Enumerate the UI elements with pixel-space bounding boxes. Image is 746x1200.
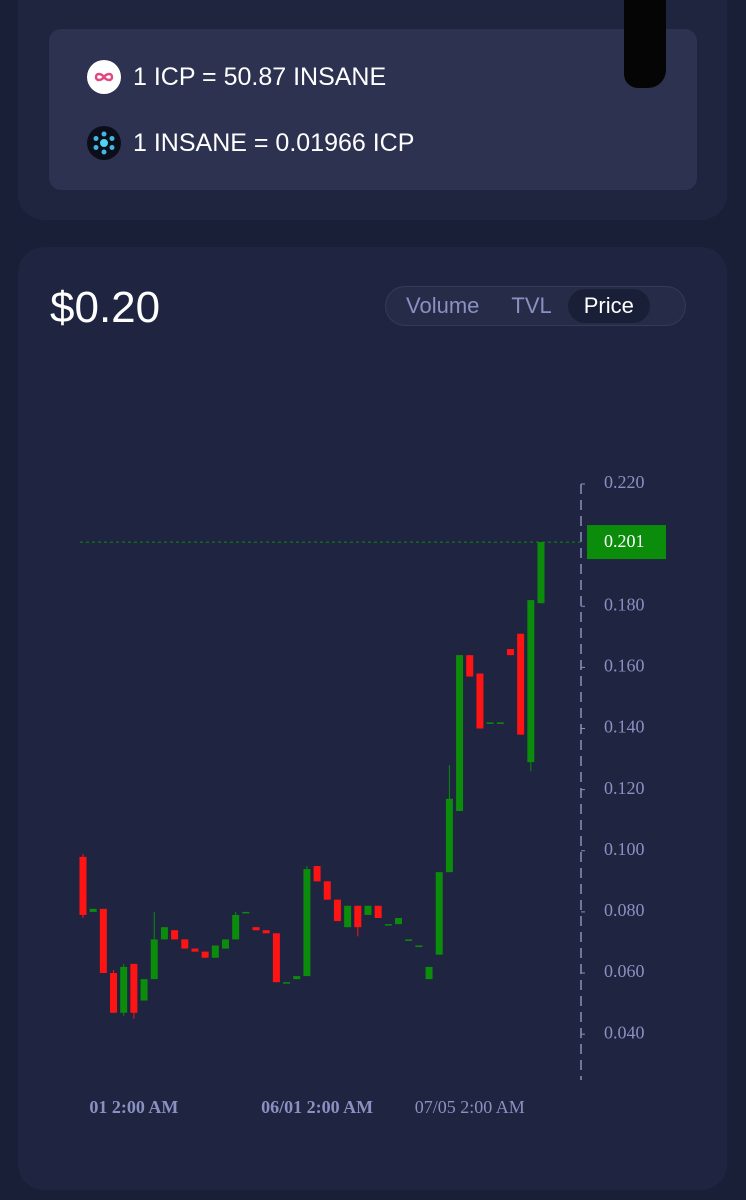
- candle-body: [232, 914, 240, 940]
- candle-body: [221, 939, 229, 949]
- candle-body: [395, 918, 403, 925]
- rate-text: 1 ICP = 50.87 INSANE: [133, 62, 387, 91]
- x-tick-label: 01 2:00 AM: [89, 1097, 178, 1117]
- redaction: [624, 0, 666, 88]
- x-tick-label: 06/01 2:00 AM: [261, 1097, 373, 1117]
- candle-body: [384, 924, 392, 926]
- candle-body: [293, 976, 301, 980]
- candle-body: [252, 927, 260, 931]
- tab[interactable]: Price: [567, 289, 650, 323]
- candle-body: [89, 908, 97, 912]
- candle-body: [201, 951, 209, 958]
- candle-body: [476, 673, 484, 729]
- candle-body: [262, 930, 270, 934]
- rate-text: 1 INSANE = 0.01966 ICP: [133, 128, 415, 157]
- candle-body: [323, 881, 331, 900]
- candle-body: [313, 866, 321, 882]
- candle-body: [486, 722, 494, 724]
- y-tick-label: 0.080: [604, 900, 645, 920]
- price-card: $0.20 Volume TVL Price: [18, 247, 727, 1190]
- candle-body: [354, 905, 362, 928]
- y-tick-label: 0.040: [604, 1022, 645, 1042]
- rate-row: 1 ICP = 50.87 INSANE: [87, 59, 386, 95]
- y-tick-label: 0.140: [604, 717, 645, 737]
- x-tick-label: 07/05 2:00 AM: [415, 1097, 525, 1117]
- y-tick-label: 0.060: [604, 961, 645, 981]
- candle-body: [99, 908, 107, 974]
- candle-body: [160, 927, 168, 940]
- y-tick-label: 0.180: [604, 594, 645, 614]
- y-tick-label: 0.100: [604, 839, 645, 859]
- tab[interactable]: TVL: [511, 293, 552, 318]
- candle-body: [333, 899, 341, 922]
- candle-body: [466, 655, 474, 677]
- candle-body: [435, 872, 443, 955]
- candle-body: [425, 966, 433, 980]
- candle-body: [272, 933, 280, 983]
- candle-body: [374, 905, 382, 919]
- candle-body: [303, 869, 311, 977]
- candle-body: [191, 948, 199, 952]
- candle-body: [211, 945, 219, 958]
- last-price-tag: [587, 525, 666, 560]
- candle-body: [506, 649, 514, 656]
- y-tick-label: 0.220: [604, 472, 645, 492]
- candle-body: [150, 939, 158, 980]
- candle-body: [171, 930, 179, 940]
- candle-body: [79, 856, 87, 915]
- rates-panel: 1 ICP = 50.87 INSANE 1 INSANE = 0.01966 …: [49, 29, 697, 190]
- tab-bar: Volume TVL Price: [385, 286, 686, 326]
- candle-body: [242, 911, 250, 914]
- y-tick-label: 0.120: [604, 778, 645, 798]
- icp-icon: [87, 60, 121, 94]
- candle-body: [415, 945, 423, 948]
- y-tick-label: 0.160: [604, 656, 645, 676]
- tab[interactable]: Volume: [406, 293, 480, 318]
- candle-body: [537, 542, 545, 604]
- rate-row: 1 INSANE = 0.01966 ICP: [87, 125, 414, 161]
- price: $0.20: [50, 283, 161, 332]
- candle-body: [110, 973, 118, 1013]
- candle-body: [445, 798, 453, 873]
- candle-body: [130, 963, 138, 1013]
- candle-body: [364, 905, 372, 915]
- candle-body: [405, 939, 413, 941]
- candle-body: [140, 979, 148, 1001]
- insane-icon: [87, 126, 121, 160]
- candle-body: [527, 600, 535, 763]
- candle-body: [456, 655, 464, 812]
- candle-body: [120, 966, 128, 1013]
- candle-body: [517, 633, 525, 735]
- candle-body: [181, 939, 189, 949]
- last-price-label: 0.201: [604, 531, 645, 551]
- candle-body: [344, 905, 352, 928]
- candle-body: [283, 982, 291, 984]
- candle-body: [496, 722, 504, 724]
